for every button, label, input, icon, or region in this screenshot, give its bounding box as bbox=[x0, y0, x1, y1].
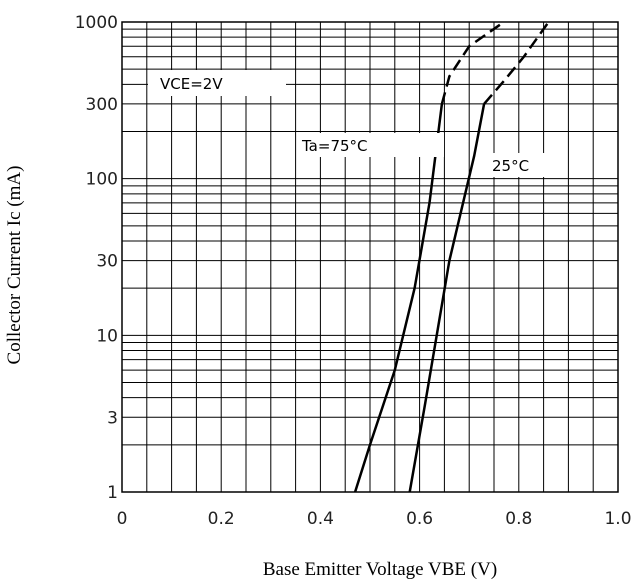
series-label-25c: 25°C bbox=[492, 157, 529, 175]
y-tick-label: 100 bbox=[86, 170, 118, 190]
series-25c-dashed-line bbox=[483, 21, 550, 105]
series-label-bg-75 bbox=[298, 133, 444, 157]
series-label-bg-25 bbox=[488, 153, 550, 177]
y-tick-label: 1000 bbox=[75, 13, 118, 33]
x-tick-label: 0.2 bbox=[208, 509, 235, 529]
x-tick-label: 0.4 bbox=[307, 509, 334, 529]
y-tick-label: 10 bbox=[96, 326, 118, 346]
y-tick-label: 3 bbox=[107, 408, 118, 428]
plot-frame bbox=[121, 21, 619, 493]
series-label-75c: Ta=75°C bbox=[301, 137, 368, 155]
series-25c-solid-line bbox=[408, 103, 486, 493]
x-tick-label: 0.8 bbox=[505, 509, 532, 529]
x-tick-label: 0.6 bbox=[406, 509, 433, 529]
y-tick-label: 1 bbox=[107, 483, 118, 503]
condition-label: VCE=2V bbox=[160, 75, 223, 93]
y-tick-label: 30 bbox=[96, 252, 118, 272]
tick-labels: 0 0.2 0.4 0.6 0.8 1.0 1 3 10 30 100 300 1000 bbox=[75, 13, 632, 529]
series-75c-dashed-line bbox=[440, 20, 505, 105]
series-75c-solid-line bbox=[353, 103, 444, 493]
x-tick-label: 0 bbox=[117, 509, 128, 529]
curves bbox=[353, 20, 550, 493]
y-tick-label: 300 bbox=[86, 95, 118, 115]
x-axis-label: Base Emitter Voltage VBE (V) bbox=[263, 559, 497, 580]
x-tick-label: 1.0 bbox=[604, 509, 631, 529]
y-axis-label: Collector Current Ic (mA) bbox=[4, 166, 25, 365]
condition-box bbox=[148, 70, 286, 96]
